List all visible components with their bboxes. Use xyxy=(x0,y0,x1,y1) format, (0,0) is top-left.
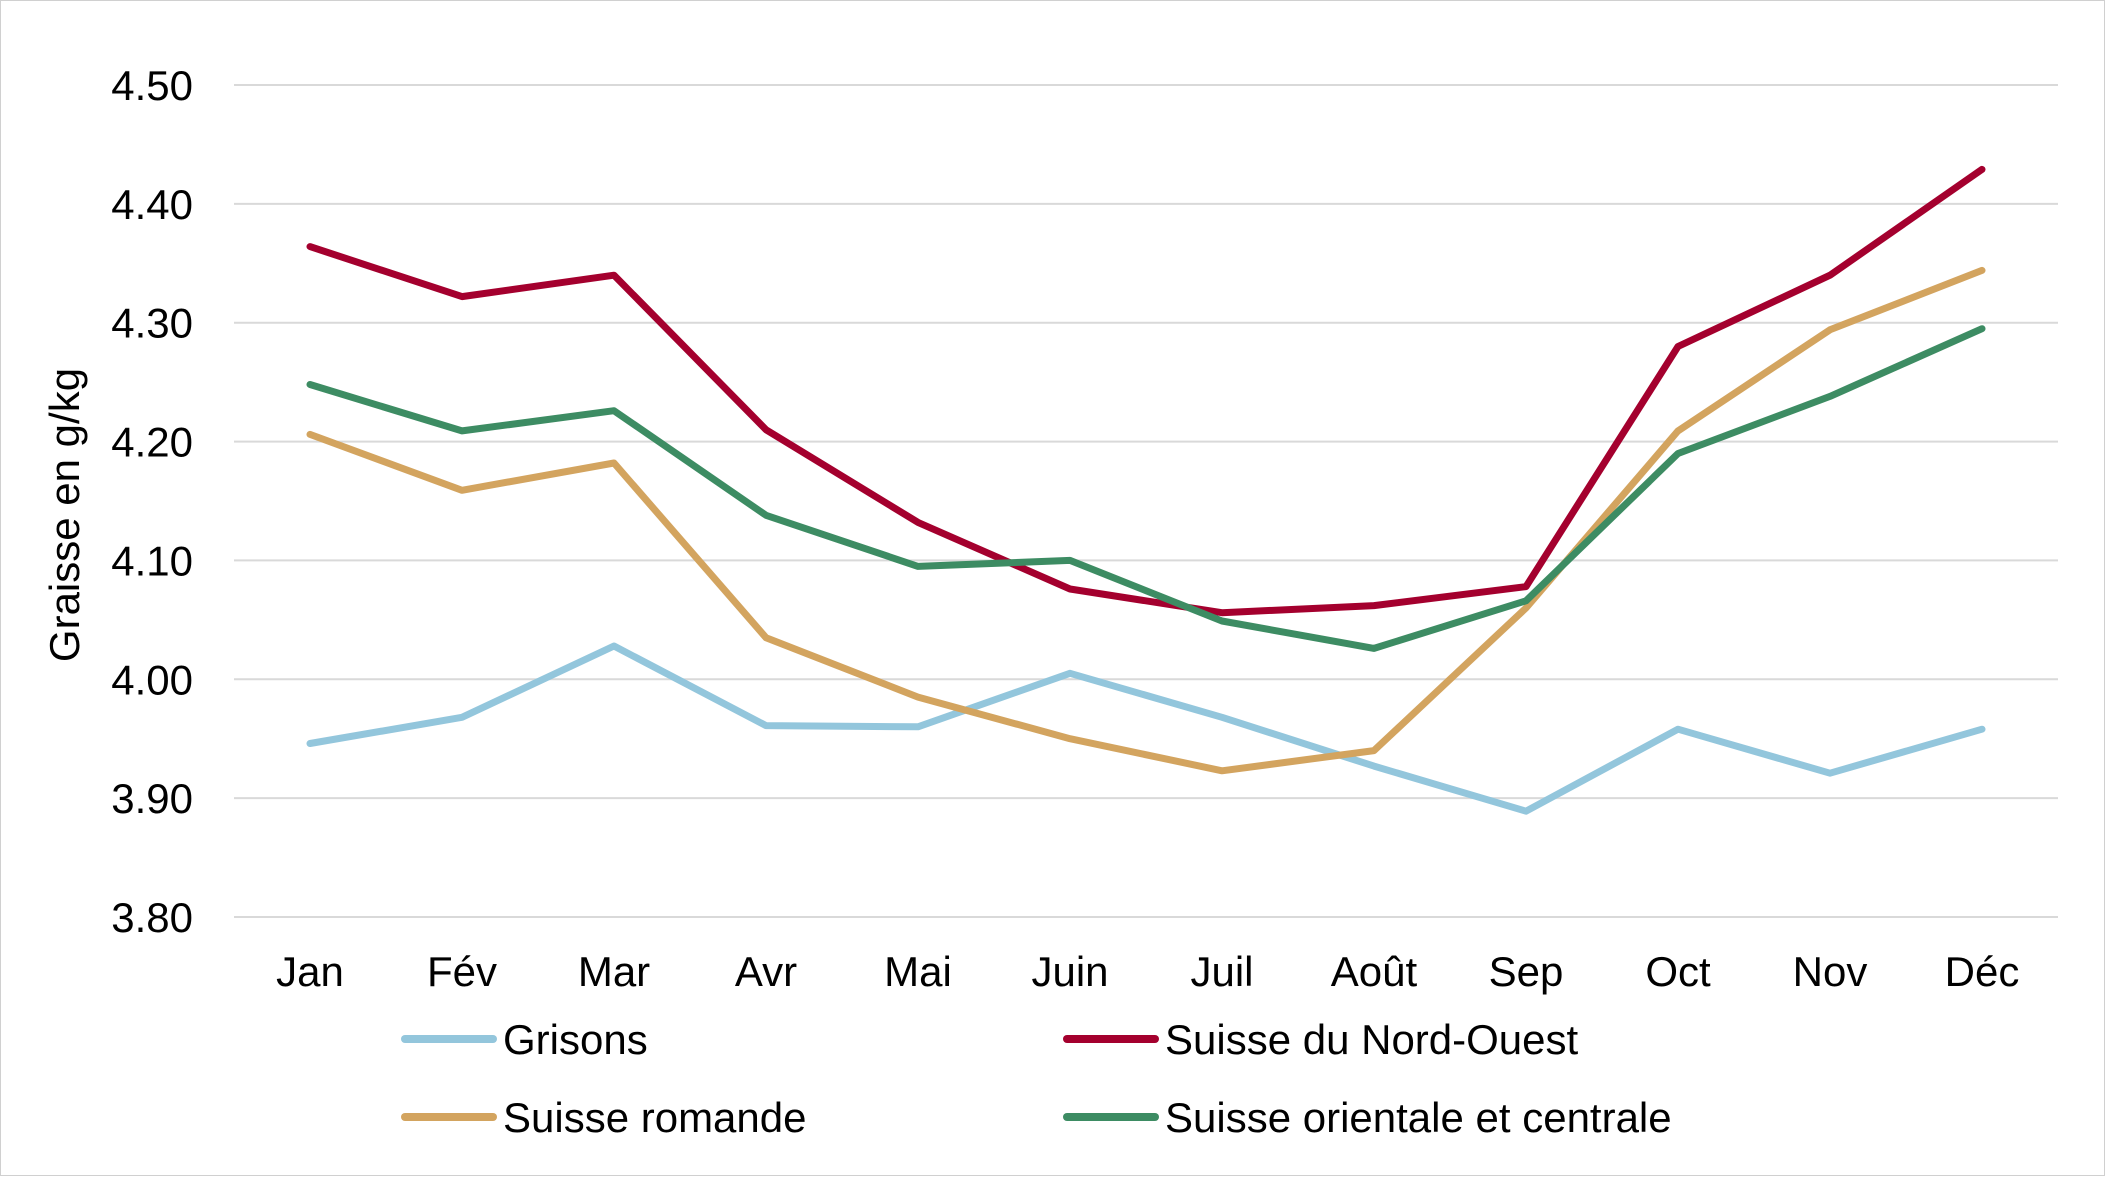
x-tick-label: Fév xyxy=(427,948,497,995)
legend-label: Grisons xyxy=(503,1016,648,1063)
x-tick-label: Août xyxy=(1331,948,1418,995)
y-tick-label: 4.40 xyxy=(111,181,193,228)
x-tick-label: Jan xyxy=(276,948,344,995)
y-tick-label: 4.20 xyxy=(111,419,193,466)
series-lines xyxy=(306,165,1986,815)
y-tick-label: 3.80 xyxy=(111,894,193,941)
y-axis-title: Graisse en g/kg xyxy=(41,368,88,662)
legend-item-suisse-orientale-et-centrale: Suisse orientale et centrale xyxy=(1063,1094,1672,1141)
y-tick-label: 4.00 xyxy=(111,656,193,703)
series-line-suisse-romande xyxy=(306,266,1986,775)
x-tick-label: Mar xyxy=(578,948,650,995)
legend-label: Suisse orientale et centrale xyxy=(1165,1094,1672,1141)
y-tick-label: 4.10 xyxy=(111,537,193,584)
y-axis-tick-labels: 3.80 3.90 4.00 4.10 4.20 4.30 4.40 4.50 xyxy=(111,62,193,941)
series-line-suisse-orientale-et-centrale xyxy=(306,325,1986,652)
x-tick-label: Avr xyxy=(735,948,797,995)
x-axis-tick-labels: Jan Fév Mar Avr Mai Juin Juil Août Sep Oct Nov Déc xyxy=(276,948,2019,995)
legend-label: Suisse du Nord-Ouest xyxy=(1165,1016,1579,1063)
legend-item-suisse-du-nord-ouest: Suisse du Nord-Ouest xyxy=(1063,1016,1579,1063)
gridlines xyxy=(234,84,2058,918)
y-tick-label: 3.90 xyxy=(111,775,193,822)
x-tick-label: Oct xyxy=(1645,948,1711,995)
y-tick-label: 4.30 xyxy=(111,300,193,347)
y-tick-label: 4.50 xyxy=(111,62,193,109)
legend-label: Suisse romande xyxy=(503,1094,807,1141)
legend-item-suisse-romande: Suisse romande xyxy=(401,1094,807,1141)
x-tick-label: Juin xyxy=(1031,948,1108,995)
x-tick-label: Déc xyxy=(1945,948,2020,995)
legend: Grisons Suisse du Nord-Ouest Suisse romand… xyxy=(401,1016,1672,1141)
legend-item-grisons: Grisons xyxy=(401,1016,648,1063)
x-tick-label: Sep xyxy=(1489,948,1564,995)
series-line-grisons xyxy=(306,642,1986,815)
x-tick-label: Nov xyxy=(1793,948,1868,995)
series-line-suisse-du-nord-ouest xyxy=(306,165,1986,617)
x-tick-label: Juil xyxy=(1190,948,1253,995)
x-tick-label: Mai xyxy=(884,948,952,995)
